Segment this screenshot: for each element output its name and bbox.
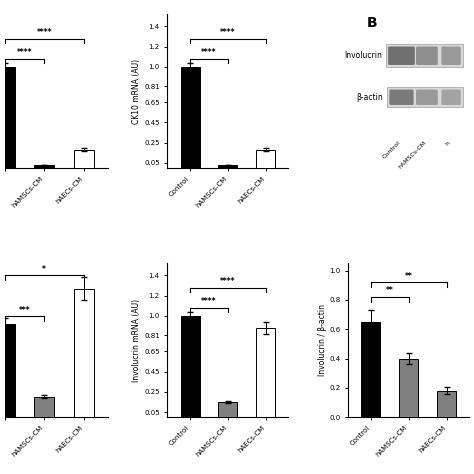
Y-axis label: Involucrin / β-actin: Involucrin / β-actin xyxy=(318,304,327,376)
Y-axis label: CK10 mRNA (AU): CK10 mRNA (AU) xyxy=(132,59,141,124)
FancyBboxPatch shape xyxy=(441,46,461,65)
Text: β-actin: β-actin xyxy=(356,93,383,102)
Bar xyxy=(0,324,15,417)
Text: ****: **** xyxy=(220,28,236,37)
FancyBboxPatch shape xyxy=(416,90,438,105)
Bar xyxy=(437,391,456,417)
Text: ****: **** xyxy=(201,48,217,57)
Text: B: B xyxy=(366,16,377,30)
Bar xyxy=(386,44,463,67)
Bar xyxy=(0,67,15,168)
Y-axis label: Involucrin mRNA (AU): Involucrin mRNA (AU) xyxy=(132,299,141,382)
Text: **: ** xyxy=(386,286,394,295)
Bar xyxy=(256,328,275,417)
Text: ****: **** xyxy=(36,28,52,37)
Bar xyxy=(387,87,463,107)
FancyBboxPatch shape xyxy=(416,46,438,65)
Bar xyxy=(35,397,54,417)
Text: ****: **** xyxy=(201,297,217,306)
Text: h: h xyxy=(445,140,451,146)
Bar xyxy=(219,165,237,168)
Bar xyxy=(181,316,200,417)
Bar xyxy=(256,150,275,168)
Bar xyxy=(35,165,54,168)
Text: Control: Control xyxy=(382,140,401,160)
Text: *: * xyxy=(42,265,46,274)
Text: Involucrin: Involucrin xyxy=(344,51,382,60)
Bar xyxy=(181,67,200,168)
FancyBboxPatch shape xyxy=(389,90,414,105)
Bar xyxy=(74,289,94,417)
Text: **: ** xyxy=(405,272,413,281)
Bar xyxy=(74,150,94,168)
FancyBboxPatch shape xyxy=(388,46,415,65)
Text: hAMSCs-CM: hAMSCs-CM xyxy=(397,140,427,170)
Bar xyxy=(399,358,418,417)
Bar xyxy=(362,322,380,417)
Text: ****: **** xyxy=(17,48,32,57)
Text: ***: *** xyxy=(18,306,30,315)
Text: ****: **** xyxy=(220,277,236,286)
Bar xyxy=(219,402,237,417)
FancyBboxPatch shape xyxy=(441,90,461,105)
